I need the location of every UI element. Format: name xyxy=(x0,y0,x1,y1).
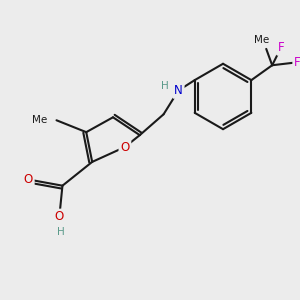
Text: O: O xyxy=(120,140,130,154)
Text: H: H xyxy=(161,81,169,91)
Text: Me: Me xyxy=(32,115,48,125)
Text: O: O xyxy=(24,173,33,186)
Text: F: F xyxy=(278,41,284,54)
Text: F: F xyxy=(294,56,300,69)
Text: O: O xyxy=(55,210,64,224)
Text: Me: Me xyxy=(254,35,269,45)
Text: N: N xyxy=(174,84,183,97)
Text: H: H xyxy=(57,227,65,237)
